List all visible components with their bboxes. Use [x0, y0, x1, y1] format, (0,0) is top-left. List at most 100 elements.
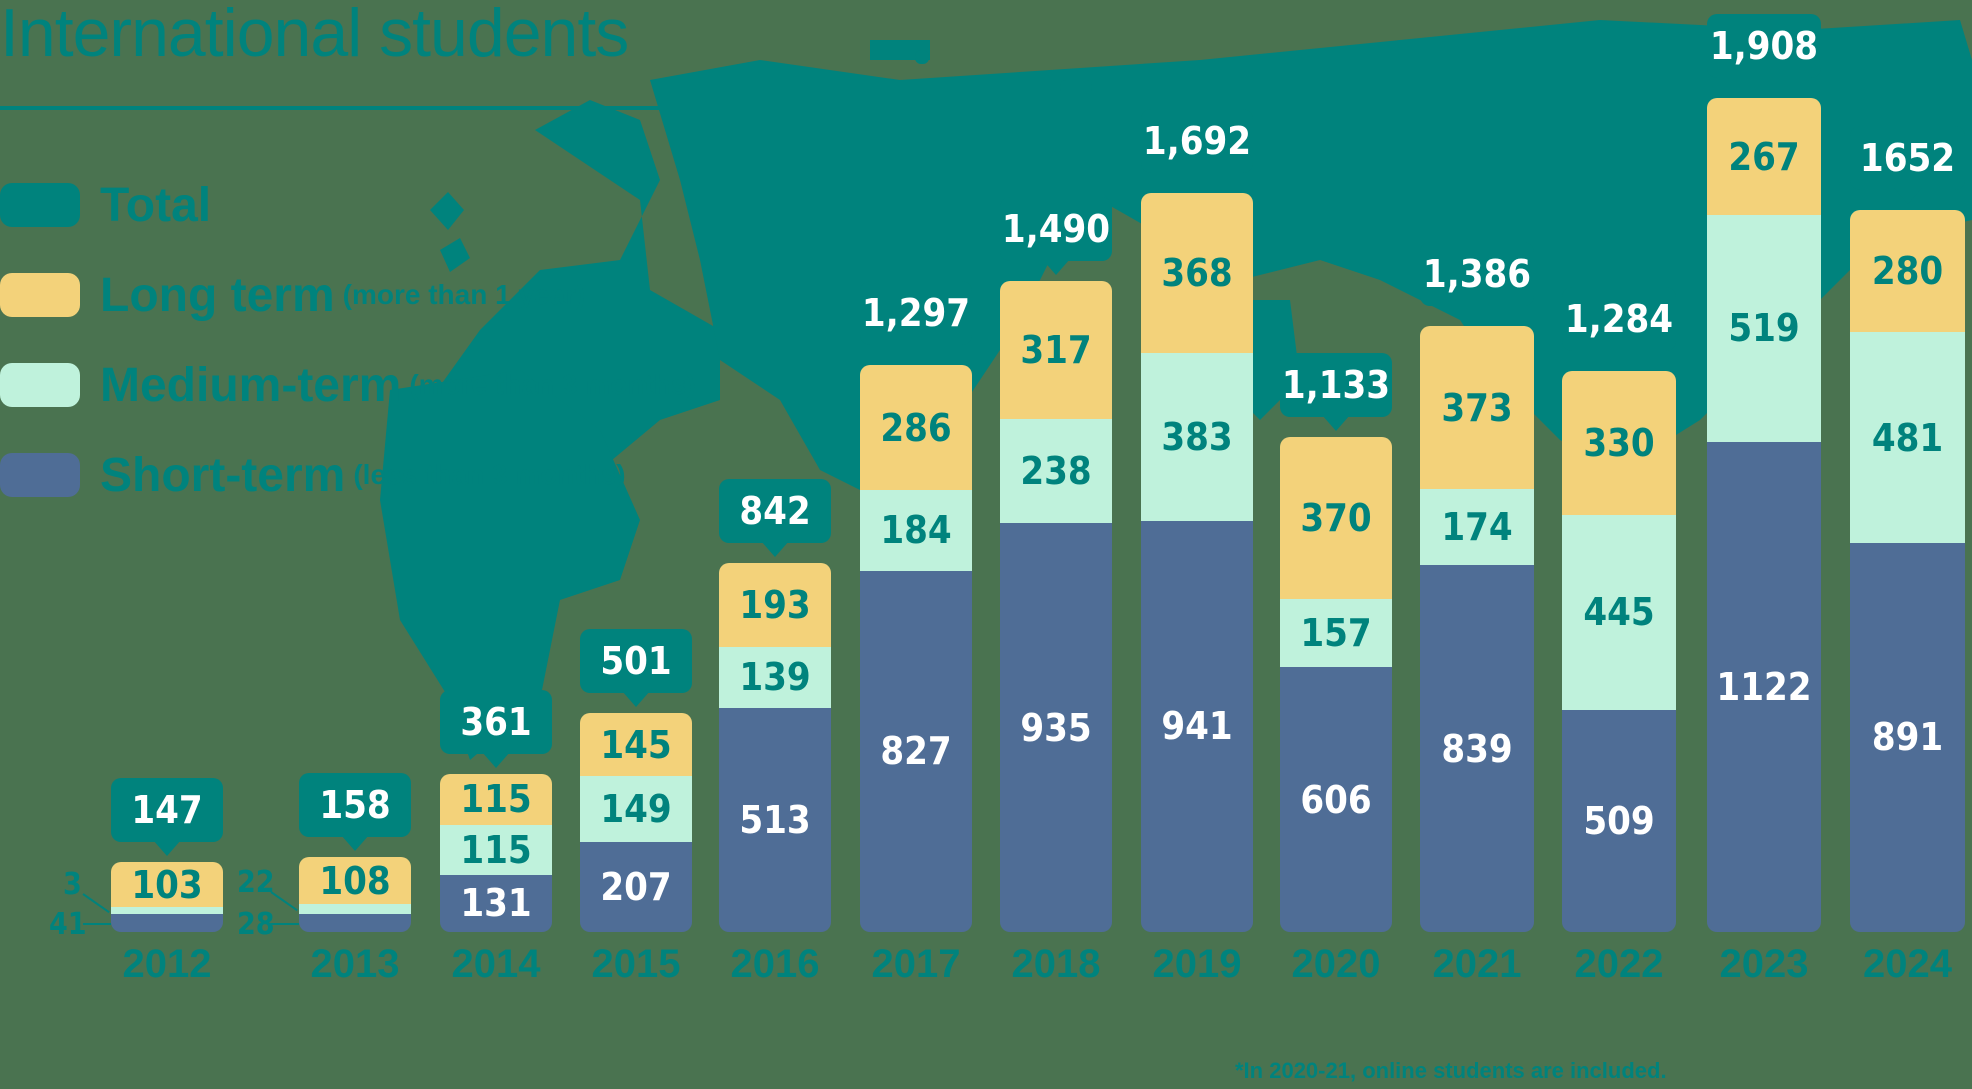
segment-medium-term: 519 — [1707, 214, 1821, 442]
segment-short-term — [299, 914, 411, 932]
medium-term-side-label: 22 — [237, 865, 275, 901]
title-divider — [0, 106, 690, 110]
segment-medium-term: 184 — [860, 490, 972, 571]
bar-2022: 330 445 509 — [1562, 370, 1676, 932]
segment-short-term: 1122 — [1707, 441, 1821, 932]
legend-item-total: Total — [0, 178, 212, 232]
segment-short-term: 935 — [1000, 523, 1112, 932]
segment-medium-term: 139 — [719, 647, 831, 708]
legend-label: Total — [100, 178, 212, 232]
legend-sublabel: (less than 3 months) — [353, 459, 626, 490]
segment-medium-term — [299, 904, 411, 914]
segment-short-term: 513 — [719, 707, 831, 932]
total-callout-2020: 1,133 — [1280, 352, 1392, 431]
x-axis-label-2012: 2012 — [122, 942, 212, 986]
segment-short-term — [111, 914, 223, 932]
legend-swatch-short-term — [0, 453, 80, 497]
x-axis-label-2015: 2015 — [591, 942, 681, 986]
bar-2023: 267 519 1122 — [1707, 98, 1821, 932]
x-axis-label-2013: 2013 — [310, 942, 400, 986]
total-callout-2018: 1,490 — [1000, 196, 1112, 275]
x-axis-label-2023: 2023 — [1719, 942, 1809, 986]
segment-short-term: 509 — [1562, 709, 1676, 932]
legend-label: Long term — [100, 268, 335, 322]
total-callout-2015: 501 — [580, 629, 692, 708]
segment-medium-term — [111, 907, 223, 914]
segment-medium-term: 149 — [580, 776, 692, 842]
x-axis-label-2022: 2022 — [1574, 942, 1664, 986]
x-axis-label-2021: 2021 — [1432, 942, 1522, 986]
total-callout-2014: 361 — [440, 690, 552, 769]
segment-long-term: 317 — [1000, 280, 1112, 420]
segment-short-term: 827 — [860, 570, 972, 932]
total-callout-2022: 1,284 — [1562, 286, 1676, 365]
bar-2013: 108 — [299, 857, 411, 932]
chart-title: International students — [0, 0, 629, 71]
short-term-side-label: 28 — [237, 907, 275, 942]
legend-sublabel: (more than 3 months) — [409, 369, 696, 400]
total-callout-2016: 842 — [719, 478, 831, 557]
bar-2018: 317 238 935 — [1000, 280, 1112, 932]
bar-2015: 145 149 207 — [580, 713, 692, 932]
legend-sublabel: (more than 1 year) — [342, 279, 586, 310]
total-callout-2013: 158 — [299, 773, 411, 852]
short-term-side-label: 41 — [49, 907, 87, 942]
bar-2019: 368 383 941 — [1141, 192, 1253, 932]
x-axis-label-2017: 2017 — [871, 942, 961, 986]
x-axis-label-2024: 2024 — [1863, 942, 1952, 986]
segment-long-term: 145 — [580, 713, 692, 777]
bar-2020: 370 157 606 — [1280, 436, 1392, 932]
bar-2012: 103 — [111, 862, 223, 932]
segment-long-term: 108 — [299, 857, 411, 905]
total-callout-2021: 1,386 — [1420, 242, 1534, 321]
total-callout-2023: 1,908 — [1707, 14, 1821, 93]
segment-medium-term: 115 — [440, 824, 552, 875]
segment-medium-term: 481 — [1850, 332, 1965, 543]
bar-2016: 193 139 513 — [719, 562, 831, 932]
segment-medium-term: 383 — [1141, 353, 1253, 521]
bar-2024: 280 481 891 — [1850, 210, 1965, 932]
bar-2014: 115 115 131 — [440, 774, 552, 932]
leader-line — [83, 923, 111, 925]
footnote: *In 2020-21, online students are include… — [1235, 1058, 1667, 1083]
x-axis-label-2014: 2014 — [451, 942, 541, 986]
bar-2021: 373 174 839 — [1420, 326, 1534, 932]
bar-2017: 286 184 827 — [860, 365, 972, 932]
segment-medium-term: 445 — [1562, 515, 1676, 710]
x-axis-label-2019: 2019 — [1152, 942, 1242, 986]
legend-swatch-total — [0, 183, 80, 227]
segment-short-term: 839 — [1420, 565, 1534, 932]
segment-short-term: 606 — [1280, 667, 1392, 932]
segment-long-term: 370 — [1280, 436, 1392, 599]
segment-short-term: 131 — [440, 874, 552, 932]
legend-item-short-term: Short-term (less than 3 months) — [0, 448, 626, 502]
total-callout-2017: 1,297 — [860, 281, 972, 360]
legend-label: Short-term — [100, 448, 346, 502]
segment-short-term: 941 — [1141, 520, 1253, 932]
segment-long-term: 286 — [860, 365, 972, 491]
legend-swatch-long-term — [0, 273, 80, 317]
medium-term-side-label: 3 — [63, 866, 82, 902]
segment-medium-term: 174 — [1420, 489, 1534, 566]
x-axis-label-2016: 2016 — [730, 942, 820, 986]
segment-long-term: 115 — [440, 774, 552, 825]
segment-medium-term: 238 — [1000, 419, 1112, 524]
x-axis-label-2018: 2018 — [1011, 942, 1101, 986]
leader-line — [271, 923, 299, 925]
segment-long-term: 330 — [1562, 370, 1676, 516]
legend-item-medium-term: Medium-term (more than 3 months) — [0, 358, 696, 412]
segment-long-term: 368 — [1141, 192, 1253, 354]
segment-long-term: 267 — [1707, 98, 1821, 215]
x-axis-label-2020: 2020 — [1291, 942, 1381, 986]
segment-medium-term: 157 — [1280, 598, 1392, 668]
segment-long-term: 193 — [719, 562, 831, 648]
total-callout-2019: 1,692 — [1141, 108, 1253, 187]
legend-item-long-term: Long term (more than 1 year) — [0, 268, 586, 322]
segment-long-term: 373 — [1420, 326, 1534, 490]
segment-long-term: 103 — [111, 862, 223, 907]
segment-short-term: 891 — [1850, 542, 1965, 932]
segment-short-term: 207 — [580, 841, 692, 932]
total-callout-2012: 147 — [111, 777, 223, 856]
legend-label: Medium-term — [100, 358, 402, 412]
